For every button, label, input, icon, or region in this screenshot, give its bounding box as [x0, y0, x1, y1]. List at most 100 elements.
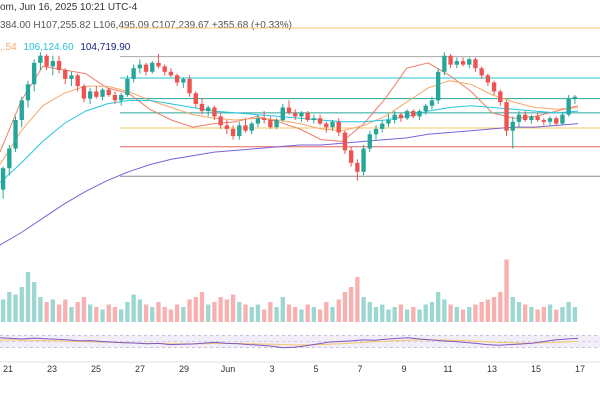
x-tick-label: 15: [531, 364, 541, 374]
candle-body: [529, 116, 534, 120]
volume-bar: [330, 307, 335, 322]
volume-bar: [81, 297, 87, 322]
candle-body: [100, 89, 105, 97]
x-tick-label: 21: [3, 364, 13, 374]
volume-bar: [286, 304, 292, 322]
candle-body: [50, 61, 56, 67]
candle-body: [44, 55, 49, 67]
volume-bar: [566, 302, 571, 322]
x-tick-label: 11: [443, 364, 452, 374]
candle-body: [174, 75, 180, 83]
volume-bar: [504, 259, 509, 322]
volume-bar: [485, 299, 491, 322]
ma-legend: ,.54 106,124.60 104,719.90: [0, 42, 130, 53]
candle-body: [510, 121, 515, 131]
volume-bar: [156, 302, 161, 322]
candle-body: [125, 78, 130, 95]
x-tick-label: 3: [269, 364, 274, 374]
volume-bar: [106, 304, 111, 322]
volume-bar: [367, 302, 372, 322]
candle-body: [442, 55, 447, 72]
candle-body: [261, 118, 267, 120]
volume-bar: [361, 297, 366, 322]
volume-bar: [56, 304, 62, 322]
candle-body: [491, 82, 497, 92]
volume-bar: [212, 302, 217, 322]
ma-prefix: ,.54: [0, 42, 17, 53]
volume-bar: [454, 307, 459, 322]
candle-body: [417, 111, 422, 117]
x-tick-label: 25: [91, 364, 101, 374]
volume-bar: [510, 297, 515, 322]
candle-body: [206, 107, 211, 112]
volume-bar: [187, 299, 192, 322]
volume-bar: [467, 307, 472, 322]
ohlc-values: 384.00 H107,255.82 L106,495.09 C107,239.…: [0, 20, 292, 31]
volume-bar: [218, 297, 223, 322]
candle-body: [212, 107, 217, 117]
candle-body: [255, 118, 261, 124]
volume-bar: [224, 299, 230, 322]
volume-bar: [417, 309, 422, 322]
candle-body: [454, 61, 459, 65]
volume-bar: [398, 304, 404, 322]
candle-body: [119, 95, 124, 101]
candle-body: [106, 89, 111, 95]
candle-body: [131, 68, 136, 79]
candle-body: [404, 111, 410, 119]
volume-bar: [268, 302, 273, 322]
volume-bar: [442, 299, 447, 322]
volume-bar: [479, 302, 484, 322]
volume-bar: [181, 307, 186, 322]
volume-bar: [131, 294, 136, 322]
volume-bar: [547, 304, 553, 322]
chart-header: om, Jun 16, 2025 10:21 UTC-4: [0, 2, 137, 13]
volume-bar: [100, 309, 105, 322]
candle-body: [348, 150, 354, 163]
volume-bar: [125, 302, 130, 322]
candle-body: [429, 100, 435, 106]
candle-body: [473, 59, 478, 69]
ma-line: [0, 80, 579, 165]
volume-bar: [94, 307, 99, 322]
volume-bar: [87, 304, 93, 322]
candle-body: [423, 105, 428, 112]
volume-bar: [261, 309, 267, 322]
volume-bar: [13, 294, 18, 322]
volume-bar: [386, 309, 391, 322]
volume-bar: [243, 304, 248, 322]
ma-line: [0, 62, 579, 153]
x-tick-label: 13: [487, 364, 497, 374]
symbol-time-label: om, Jun 16, 2025 10:21 UTC-4: [0, 2, 138, 13]
volume-bar: [460, 309, 466, 322]
volume-bar: [572, 307, 578, 322]
volume-bar: [174, 304, 180, 322]
volume-bar: [119, 309, 124, 322]
candle-body: [572, 96, 578, 99]
volume-bar: [516, 302, 522, 322]
candle-body: [336, 121, 341, 133]
rsi-ma-line: [0, 339, 579, 346]
candle-body: [162, 66, 167, 72]
candle-body: [75, 75, 80, 87]
volume-bar: [19, 287, 24, 322]
candle-body: [69, 75, 74, 79]
ma-value-fast: 106,124.60: [23, 42, 74, 53]
volume-bar: [230, 294, 236, 322]
volume-bar: [342, 292, 348, 322]
volume-bar: [435, 292, 441, 322]
volume-bar: [404, 309, 410, 322]
volume-bar: [560, 307, 565, 322]
candle-body: [25, 84, 31, 101]
candle-body: [361, 148, 366, 172]
candle-body: [367, 134, 372, 149]
candle-body: [81, 86, 87, 99]
candle-body: [199, 103, 205, 112]
volume-bar: [150, 307, 155, 322]
volume-bar: [348, 287, 354, 322]
volume-bar: [50, 299, 56, 322]
volume-bar: [336, 299, 341, 322]
candle-body: [249, 123, 254, 131]
candle-body: [516, 114, 522, 122]
volume-bar: [311, 307, 317, 322]
